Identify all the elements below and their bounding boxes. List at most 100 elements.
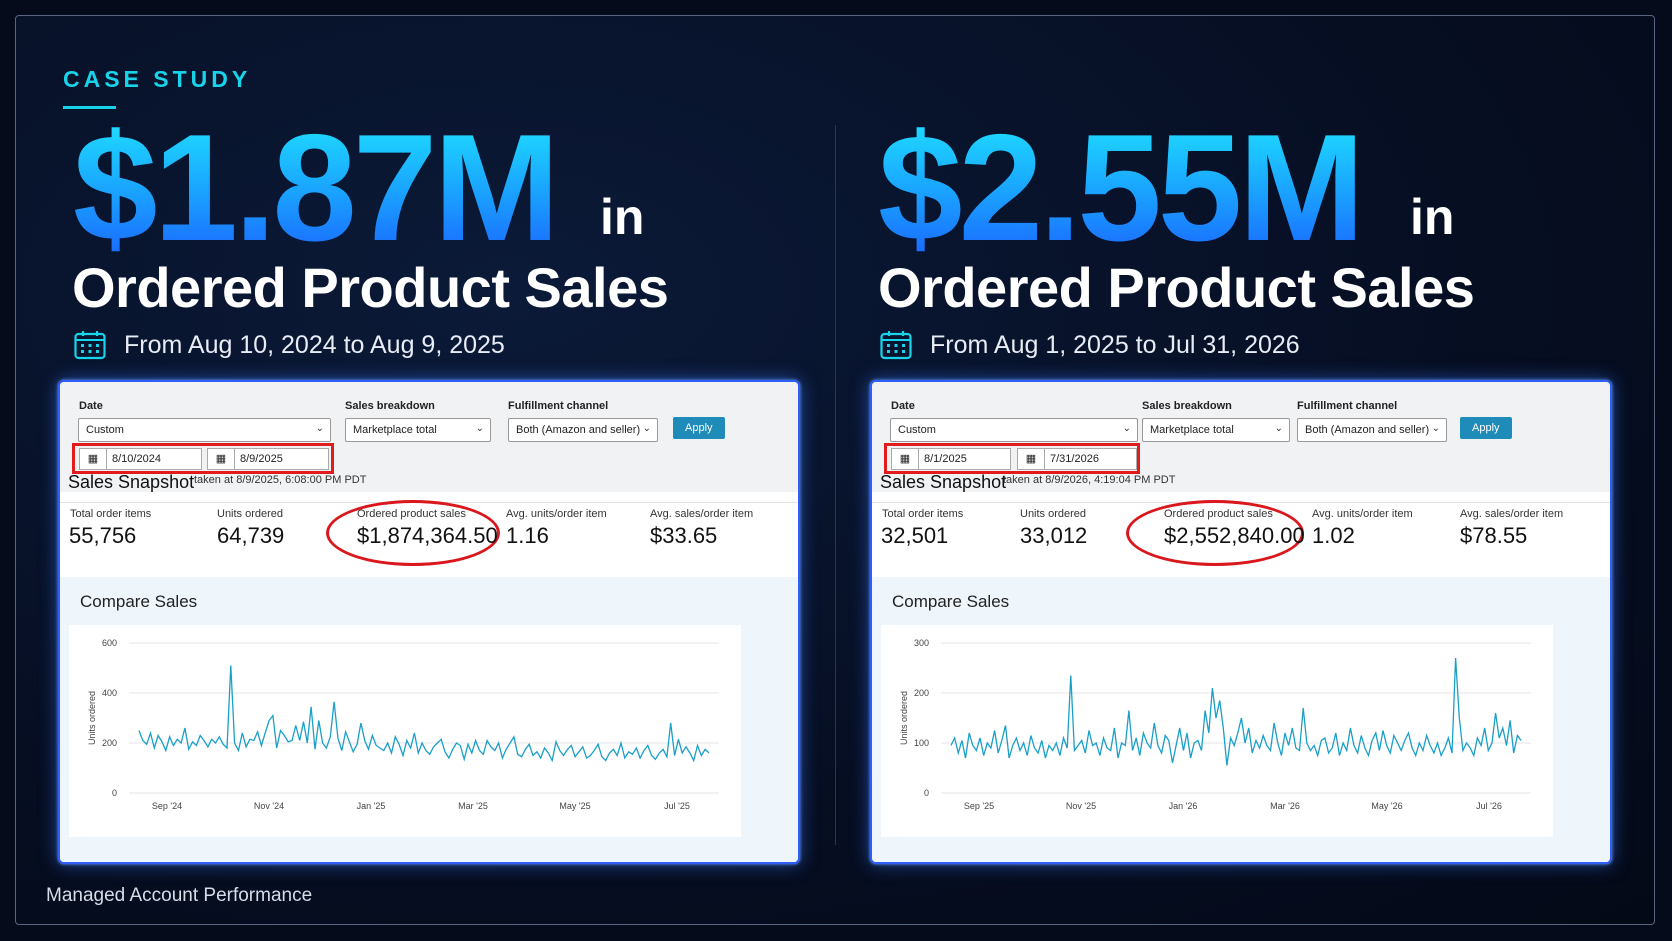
metric-value: $78.55: [1460, 523, 1528, 548]
end-date-value: 8/9/2025: [240, 453, 283, 465]
left-headline: Ordered Product Sales: [72, 256, 669, 319]
snapshot-title: Sales Snapshot: [68, 472, 195, 492]
x-tick-label: Mar '26: [1270, 801, 1300, 811]
end-date-input[interactable]: ▦ 7/31/2026: [1017, 448, 1137, 470]
chevron-down-icon: ⌄: [642, 423, 651, 434]
x-tick-label: Nov '24: [254, 801, 284, 811]
channel-label: Fulfillment channel: [508, 400, 609, 412]
date-select[interactable]: Custom ⌄: [890, 418, 1138, 442]
date-highlight-box: ▦ 8/10/2024 ▦ 8/9/2025: [72, 443, 334, 474]
y-tick-label: 200: [914, 688, 929, 698]
right-date-range: From Aug 1, 2025 to Jul 31, 2026: [880, 330, 1300, 360]
x-tick-label: Jul '26: [1476, 801, 1502, 811]
chart-area: 0 100 200 300 Units ordered Sep '25 Nov '25 Jan…: [881, 625, 1553, 837]
filter-bar: Date Custom ⌄ ▦ 8/1/2025 ▦ 7/31/2026 Sales …: [872, 382, 1610, 492]
x-tick-label: Nov '25: [1066, 801, 1096, 811]
calendar-icon: [74, 331, 106, 360]
breakdown-select[interactable]: Marketplace total ⌄: [1142, 418, 1290, 442]
date-label: Date: [891, 400, 915, 412]
metric-label: Total order items: [882, 508, 964, 520]
date-highlight-box: ▦ 8/1/2025 ▦ 7/31/2026: [884, 443, 1140, 474]
highlight-ellipse: [326, 500, 500, 566]
metric-value: 33,012: [1020, 523, 1088, 548]
channel-select[interactable]: Both (Amazon and seller) ⌄: [508, 418, 658, 442]
y-tick-label: 100: [914, 738, 929, 748]
snapshot-title: Sales Snapshot: [880, 472, 1007, 492]
breakdown-select[interactable]: Marketplace total ⌄: [345, 418, 491, 442]
right-in-word: in: [1410, 189, 1455, 245]
apply-button[interactable]: Apply: [673, 417, 725, 439]
y-tick-label: 0: [924, 788, 929, 798]
metric-value: 64,739: [217, 523, 285, 548]
column-divider: [835, 125, 836, 845]
end-date-input[interactable]: ▦ 8/9/2025: [207, 448, 329, 470]
channel-value: Both (Amazon and seller): [516, 424, 641, 436]
compare-title: Compare Sales: [892, 592, 1010, 611]
series-line: [950, 657, 1522, 766]
y-axis-label: Units ordered: [899, 691, 909, 745]
date-select-value: Custom: [898, 424, 936, 436]
compare-title: Compare Sales: [80, 592, 198, 611]
start-date-input[interactable]: ▦ 8/1/2025: [891, 448, 1011, 470]
units-ordered-chart: 0 200 400 600 Units ordered Sep '24 Nov '24 Jan…: [87, 638, 719, 811]
calendar-icon: ▦: [892, 449, 919, 469]
calendar-icon: ▦: [1018, 449, 1045, 469]
chevron-down-icon: ⌄: [475, 423, 484, 434]
left-dashboard-card: Date Custom ⌄ ▦ 8/10/2024 ▦ 8/9/2025 Sales …: [58, 380, 800, 864]
metric-label: Ordered product sales: [357, 508, 466, 520]
channel-value: Both (Amazon and seller): [1305, 424, 1430, 436]
metric-value: $1,874,364.50: [357, 523, 498, 548]
case-study-label: CASE STUDY: [63, 66, 252, 92]
x-tick-label: Sep '24: [152, 801, 182, 811]
metric-label: Avg. sales/order item: [1460, 508, 1564, 520]
x-tick-label: Jul '25: [664, 801, 690, 811]
breakdown-label: Sales breakdown: [1142, 400, 1232, 412]
chevron-down-icon: ⌄: [1274, 423, 1283, 434]
metric-value: $33.65: [650, 523, 718, 548]
end-date-value: 7/31/2026: [1050, 453, 1099, 465]
right-headline: Ordered Product Sales: [878, 256, 1475, 319]
date-range-text: From Aug 1, 2025 to Jul 31, 2026: [930, 330, 1300, 359]
x-tick-label: Sep '25: [964, 801, 994, 811]
calendar-icon: ▦: [208, 449, 235, 469]
chevron-down-icon: ⌄: [315, 423, 324, 434]
snapshot-taken: taken at 8/9/2025, 6:08:00 PM PDT: [194, 474, 367, 486]
date-label: Date: [79, 400, 103, 412]
filter-bar: Date Custom ⌄ ▦ 8/10/2024 ▦ 8/9/2025 Sales …: [60, 382, 798, 492]
y-tick-label: 600: [102, 638, 117, 648]
series-line: [138, 665, 710, 763]
start-date-input[interactable]: ▦ 8/10/2024: [79, 448, 202, 470]
date-select-value: Custom: [86, 424, 124, 436]
metric-label: Avg. sales/order item: [650, 508, 754, 520]
metric-label: Avg. units/order item: [506, 508, 607, 520]
date-range-text: From Aug 10, 2024 to Aug 9, 2025: [124, 330, 505, 359]
metric-value: 32,501: [881, 523, 949, 548]
footer-label: Managed Account Performance: [46, 885, 313, 906]
date-select[interactable]: Custom ⌄: [78, 418, 331, 442]
y-tick-label: 0: [112, 788, 117, 798]
metric-label: Units ordered: [217, 508, 284, 520]
apply-button[interactable]: Apply: [1460, 417, 1512, 439]
metric-label: Total order items: [70, 508, 152, 520]
chevron-down-icon: ⌄: [1122, 423, 1131, 434]
snapshot-taken: taken at 8/9/2026, 4:19:04 PM PDT: [1003, 474, 1176, 486]
x-tick-label: May '26: [1371, 801, 1402, 811]
breakdown-value: Marketplace total: [1150, 424, 1234, 436]
calendar-icon: ▦: [80, 449, 107, 469]
metric-value: 55,756: [69, 523, 137, 548]
metric-label: Ordered product sales: [1164, 508, 1273, 520]
y-tick-label: 300: [914, 638, 929, 648]
right-amount: $2.55M: [878, 103, 1365, 273]
case-study-underline: [63, 106, 116, 109]
metric-value: $2,552,840.00: [1164, 523, 1305, 548]
chart-area: 0 200 400 600 Units ordered Sep '24 Nov '24 Jan…: [69, 625, 741, 837]
start-date-value: 8/1/2025: [924, 453, 967, 465]
x-tick-label: May '25: [559, 801, 590, 811]
breakdown-value: Marketplace total: [353, 424, 437, 436]
metric-value: 1.16: [506, 523, 549, 548]
highlight-ellipse: [1126, 500, 1304, 566]
channel-select[interactable]: Both (Amazon and seller) ⌄: [1297, 418, 1447, 442]
start-date-value: 8/10/2024: [112, 453, 161, 465]
breakdown-label: Sales breakdown: [345, 400, 435, 412]
left-amount: $1.87M: [73, 103, 560, 273]
